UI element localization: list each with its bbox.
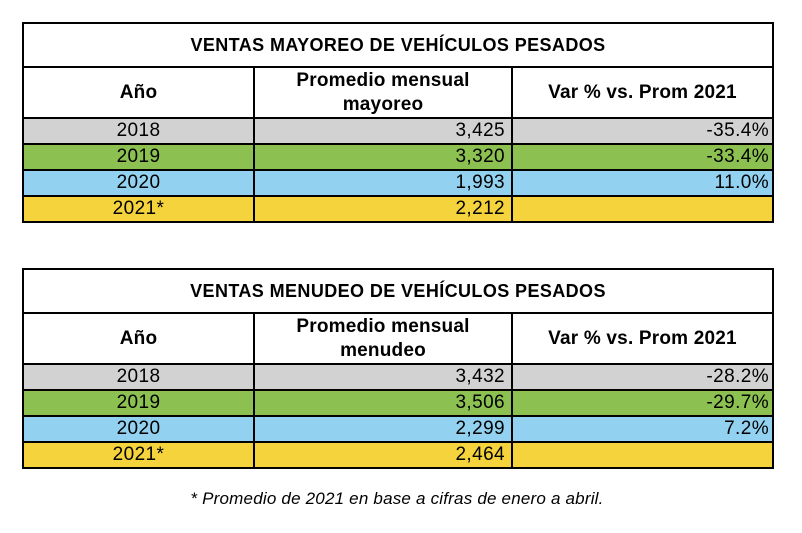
- year-cell: 2018: [22, 117, 255, 145]
- table-row: 2018 3,432 -28.2%: [22, 363, 775, 391]
- avg-cell: 2,299: [253, 415, 513, 443]
- var-column-header: Var % vs. Prom 2021: [510, 66, 775, 119]
- table-title-row: VENTAS MAYOREO DE VEHÍCULOS PESADOS: [21, 22, 775, 68]
- var-pct-cell: -29.7%: [510, 389, 775, 417]
- table-row: 2019 3,320 -33.4%: [22, 143, 775, 171]
- var-pct-cell: [510, 195, 775, 223]
- table-row: 2018 3,425 -35.4%: [22, 117, 775, 145]
- table-title-row: VENTAS MENUDEO DE VEHÍCULOS PESADOS: [21, 268, 775, 314]
- avg-cell: 2,212: [253, 195, 513, 223]
- year-cell: 2018: [22, 363, 255, 391]
- table-title: VENTAS MAYOREO DE VEHÍCULOS PESADOS: [21, 22, 775, 68]
- table-row: 2021* 2,212: [22, 195, 775, 223]
- var-column-header: Var % vs. Prom 2021: [510, 312, 775, 365]
- retail-sales-table: VENTAS MENUDEO DE VEHÍCULOS PESADOS Año …: [21, 268, 775, 469]
- var-pct-cell: -35.4%: [510, 117, 775, 145]
- wholesale-sales-table: VENTAS MAYOREO DE VEHÍCULOS PESADOS Año …: [21, 22, 775, 223]
- avg-cell: 3,432: [253, 363, 513, 391]
- table-header-row: Año Promedio mensual menudeo Var % vs. P…: [22, 312, 775, 365]
- year-cell: 2019: [22, 389, 255, 417]
- avg-cell: 3,506: [253, 389, 513, 417]
- var-pct-cell: [510, 441, 775, 469]
- table-header-row: Año Promedio mensual mayoreo Var % vs. P…: [22, 66, 775, 119]
- table-row: 2020 2,299 7.2%: [22, 415, 775, 443]
- avg-cell: 2,464: [253, 441, 513, 469]
- avg-cell: 3,425: [253, 117, 513, 145]
- avg-column-header: Promedio mensual mayoreo: [253, 66, 513, 119]
- year-cell: 2021*: [22, 441, 255, 469]
- table-row: 2021* 2,464: [22, 441, 775, 469]
- var-pct-cell: -33.4%: [510, 143, 775, 171]
- footnote: * Promedio de 2021 en base a cifras de e…: [190, 489, 604, 508]
- year-cell: 2020: [22, 169, 255, 197]
- table-title: VENTAS MENUDEO DE VEHÍCULOS PESADOS: [21, 268, 775, 314]
- var-pct-cell: 11.0%: [510, 169, 775, 197]
- year-cell: 2019: [22, 143, 255, 171]
- year-column-header: Año: [22, 66, 255, 119]
- year-cell: 2020: [22, 415, 255, 443]
- var-pct-cell: 7.2%: [510, 415, 775, 443]
- avg-cell: 3,320: [253, 143, 513, 171]
- table-row: 2020 1,993 11.0%: [22, 169, 775, 197]
- year-cell: 2021*: [22, 195, 255, 223]
- avg-cell: 1,993: [253, 169, 513, 197]
- avg-column-header: Promedio mensual menudeo: [253, 312, 513, 365]
- year-column-header: Año: [22, 312, 255, 365]
- table-row: 2019 3,506 -29.7%: [22, 389, 775, 417]
- var-pct-cell: -28.2%: [510, 363, 775, 391]
